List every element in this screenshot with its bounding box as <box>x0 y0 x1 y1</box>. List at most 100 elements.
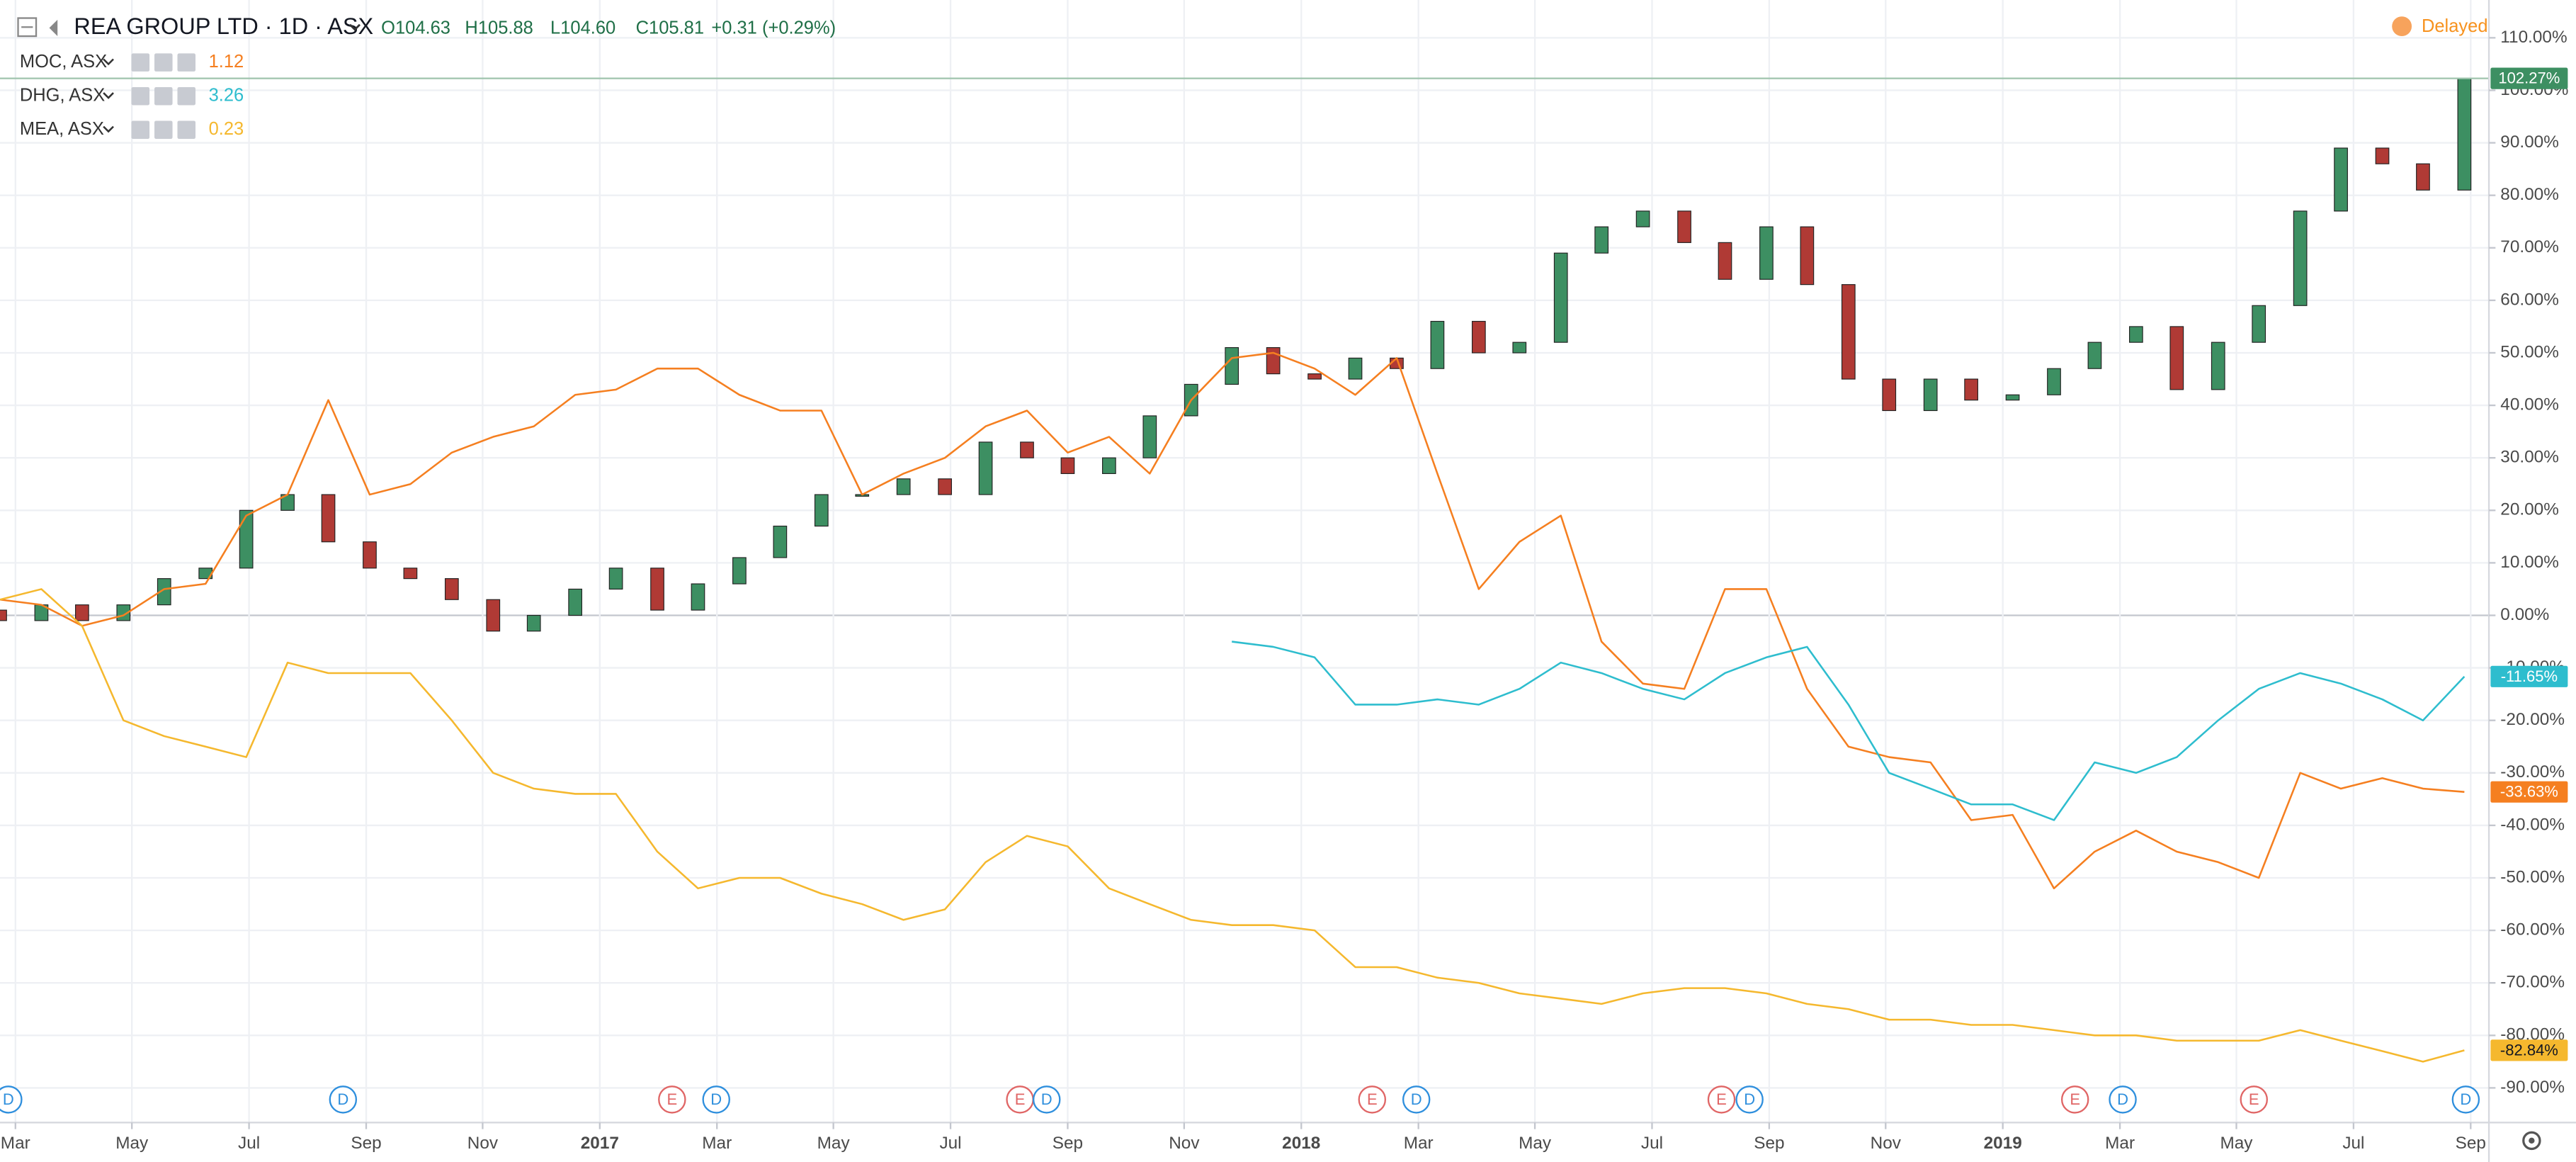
candle <box>2169 326 2184 390</box>
y-tick-label: 40.00% <box>2500 395 2559 414</box>
legend-button[interactable] <box>154 120 173 140</box>
candle <box>1512 342 1527 354</box>
y-tick-label: 70.00% <box>2500 237 2559 256</box>
grid <box>0 0 2490 1123</box>
event-label: D <box>3 1090 14 1108</box>
candle <box>2375 147 2390 164</box>
last-value-tag <box>2490 781 2568 803</box>
legend-chevron <box>103 58 114 66</box>
price-change: +0.31 (+0.29%) <box>711 18 836 38</box>
event-label: D <box>1041 1090 1052 1108</box>
x-tick-label: Jul <box>939 1134 961 1153</box>
last-value-label: -11.65% <box>2501 667 2558 685</box>
candle <box>896 478 911 495</box>
x-tick-label: Nov <box>1169 1134 1200 1153</box>
y-tick-label: 60.00% <box>2500 290 2559 309</box>
y-tick-label: -20.00% <box>2500 710 2565 729</box>
candle <box>1594 226 1609 254</box>
delayed-status[interactable]: Delayed <box>2422 16 2488 36</box>
candle <box>1020 441 1034 458</box>
event-label: E <box>1015 1090 1026 1108</box>
x-tick-label: Nov <box>467 1134 499 1153</box>
event-label: D <box>2460 1090 2471 1108</box>
event-marker[interactable] <box>1402 1085 1431 1114</box>
candle <box>1142 415 1157 458</box>
candle <box>2047 368 2061 395</box>
y-tick-label: 110.00% <box>2500 28 2567 47</box>
y-tick-label: 10.00% <box>2500 553 2559 572</box>
legend-name[interactable]: MEA, ASX <box>20 119 104 139</box>
y-tick-label: -60.00% <box>2500 920 2565 940</box>
legend-name[interactable]: DHG, ASX <box>20 85 105 105</box>
delayed-icon <box>2392 16 2412 37</box>
candle <box>978 441 993 495</box>
chart-title[interactable]: REA GROUP LTD · 1D · ASX <box>74 13 373 39</box>
event-marker[interactable] <box>2060 1085 2089 1114</box>
y-tick-label: 30.00% <box>2500 448 2559 467</box>
event-label: D <box>1744 1090 1755 1108</box>
legend-button[interactable] <box>177 53 196 72</box>
candle <box>1800 226 1815 286</box>
candle <box>1225 346 1239 385</box>
y-tick-label: 90.00% <box>2500 132 2559 152</box>
candle <box>157 578 171 606</box>
event-marker[interactable] <box>658 1085 686 1114</box>
candle <box>1348 357 1363 380</box>
event-marker[interactable] <box>1707 1085 1736 1114</box>
event-marker[interactable] <box>329 1085 358 1114</box>
x-tick-label: Mar <box>702 1134 732 1153</box>
last-value-tag <box>2490 665 2568 687</box>
x-tick-label: May <box>2220 1134 2254 1153</box>
legend-button[interactable] <box>177 86 196 106</box>
legend-button[interactable] <box>131 120 150 140</box>
event-label: E <box>2070 1090 2080 1108</box>
candle <box>526 614 541 632</box>
candle <box>1964 378 1978 401</box>
candle <box>239 509 254 569</box>
collapse-button[interactable] <box>17 17 38 38</box>
event-marker[interactable] <box>2109 1085 2137 1114</box>
ohlc-value: H105.88 <box>465 18 533 38</box>
y-tick-label: -50.00% <box>2500 867 2565 886</box>
candle <box>1102 457 1116 474</box>
x-tick-label: Mar <box>2105 1134 2135 1153</box>
candle <box>1718 242 1732 280</box>
candle <box>773 525 788 558</box>
x-tick-label: Jul <box>238 1134 260 1153</box>
candle <box>321 494 336 543</box>
candle <box>732 557 747 585</box>
event-marker[interactable] <box>2240 1085 2268 1114</box>
x-tick-label: May <box>817 1134 851 1153</box>
legend-button[interactable] <box>154 86 173 106</box>
ohlc-value: O104.63 <box>381 18 450 38</box>
candle <box>444 578 459 600</box>
legend-button[interactable] <box>154 53 173 72</box>
event-marker[interactable] <box>2451 1085 2480 1114</box>
event-marker[interactable] <box>0 1085 23 1114</box>
candle <box>650 568 664 611</box>
event-label: D <box>710 1090 722 1108</box>
legend-button[interactable] <box>131 86 150 106</box>
event-marker[interactable] <box>1358 1085 1387 1114</box>
x-tick-label: Sep <box>1052 1134 1083 1153</box>
candle <box>2005 394 2020 401</box>
legend-name[interactable]: MOC, ASX <box>20 52 107 72</box>
candle <box>0 609 7 621</box>
x-tick-label: Sep <box>1754 1134 1784 1153</box>
legend-button[interactable] <box>177 120 196 140</box>
event-marker[interactable] <box>1735 1085 1764 1114</box>
y-tick-label: 0.00% <box>2500 605 2549 624</box>
legend-button[interactable] <box>131 53 150 72</box>
candle <box>1923 378 1938 412</box>
gear-center <box>2529 1137 2535 1144</box>
event-marker[interactable] <box>1033 1085 1061 1114</box>
event-marker[interactable] <box>702 1085 730 1114</box>
settings-button[interactable] <box>2522 1131 2541 1151</box>
series-line <box>0 588 2465 1063</box>
legend: REA GROUP LTD · 1D · ASX Delayed O104.63… <box>17 13 2541 1151</box>
candle <box>691 583 705 611</box>
candle <box>403 568 418 580</box>
